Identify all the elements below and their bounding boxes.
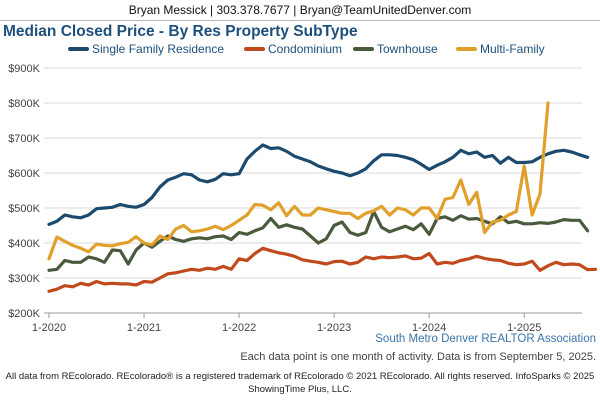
y-tick-label: $300K: [8, 273, 40, 285]
y-tick-label: $500K: [8, 203, 40, 215]
footer-line-1: All data from REcolorado. REcolorado® is…: [5, 371, 595, 382]
y-tick-label: $700K: [8, 133, 40, 145]
data-note: Each data point is one month of activity…: [240, 351, 596, 363]
legend-label: Single Family Residence: [92, 42, 224, 56]
y-tick-label: $900K: [8, 63, 40, 75]
y-tick-label: $600K: [8, 168, 40, 180]
grid: [44, 67, 582, 314]
legend-label: Condominium: [268, 42, 342, 56]
contact-header: Bryan Messick | 303.378.7677 | Bryan@Tea…: [0, 0, 600, 21]
legend: Single Family Residence Condominium Townho…: [68, 42, 545, 56]
series-line-single-family-residence: [47, 143, 590, 226]
footer: All data from REcolorado. REcolorado® is…: [0, 370, 600, 396]
series-line-condominium: [47, 246, 598, 293]
x-axis: 1-2020 1-2021 1-2022 1-2023 1-2024 1-2025: [32, 313, 541, 334]
footer-line-2: ShowingTime Plus, LLC.: [248, 384, 352, 395]
source-label: South Metro Denver REALTOR Association: [375, 333, 596, 345]
x-tick-label: 1-2022: [222, 322, 256, 334]
x-tick-label: 1-2025: [507, 322, 541, 334]
y-axis: $200K $300K $400K $500K $600K $700K $800K $900K: [8, 63, 40, 320]
y-tick-label: $200K: [8, 308, 40, 320]
series-line-townhouse: [47, 209, 590, 272]
x-tick-label: 1-2020: [32, 322, 66, 334]
series-line-multi-family: [47, 101, 550, 261]
y-tick-label: $800K: [8, 98, 40, 110]
x-tick-label: 1-2023: [317, 322, 351, 334]
chart-title: Median Closed Price - By Res Property Su…: [3, 23, 358, 40]
x-tick-label: 1-2024: [412, 322, 446, 334]
series-lines: [47, 101, 598, 293]
y-tick-label: $400K: [8, 238, 40, 250]
legend-label: Townhouse: [377, 42, 438, 56]
legend-label: Multi-Family: [480, 42, 545, 56]
x-tick-label: 1-2021: [127, 322, 161, 334]
